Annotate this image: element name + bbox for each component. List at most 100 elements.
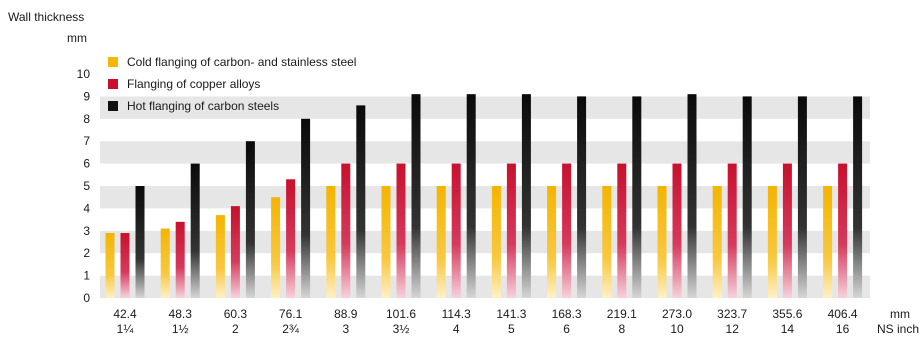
grid-band: [100, 163, 870, 186]
legend-label: Hot flanging of carbon steels: [127, 99, 279, 113]
x-tick-label-ns: 12: [726, 322, 740, 336]
bar: [326, 186, 336, 298]
x-tick-label-ns: 5: [508, 322, 515, 336]
y-tick-label: 6: [83, 157, 90, 171]
bar: [135, 186, 145, 298]
y-tick-label: 7: [83, 134, 90, 148]
x-tick-label-mm: 141.3: [496, 307, 526, 321]
bar: [105, 233, 115, 298]
y-tick-label: 9: [83, 89, 90, 103]
bar: [727, 163, 737, 298]
bar: [356, 105, 366, 298]
y-tick-label: 4: [83, 201, 90, 215]
bar: [120, 233, 130, 298]
bar: [562, 163, 572, 298]
bars: [105, 94, 863, 299]
x-tick-label-mm: 219.1: [607, 307, 637, 321]
grid-band: [100, 186, 870, 209]
x-tick-label-ns: 8: [618, 322, 625, 336]
bar: [160, 228, 170, 298]
bar: [742, 96, 752, 299]
y-axis-title: Wall thickness: [8, 10, 84, 24]
bar: [657, 186, 667, 298]
x-tick-label-mm: 88.9: [334, 307, 358, 321]
bar: [547, 186, 557, 298]
bar: [767, 186, 777, 298]
x-axis-unit-mm: mm: [890, 307, 910, 321]
grid-band: [100, 275, 870, 298]
grid-band: [100, 208, 870, 231]
y-tick-label: 1: [83, 269, 90, 283]
bar: [466, 94, 476, 298]
bar: [632, 96, 642, 299]
y-axis-unit: mm: [67, 31, 87, 45]
x-axis-unit-ns: NS inch: [877, 322, 919, 336]
x-tick-label-ns: 10: [670, 322, 684, 336]
bar: [451, 163, 461, 298]
x-tick-label-mm: 60.3: [224, 307, 248, 321]
grid-band: [100, 96, 870, 119]
bar: [602, 186, 612, 298]
legend: Cold flanging of carbon- and stainless s…: [108, 55, 356, 113]
legend-swatch: [108, 101, 118, 111]
bar: [823, 186, 833, 298]
y-tick-label: 3: [83, 224, 90, 238]
x-tick-label-ns: 1½: [172, 322, 189, 336]
x-tick-label-mm: 406.4: [828, 307, 858, 321]
bar: [436, 186, 446, 298]
bar: [175, 221, 185, 298]
bar: [301, 118, 311, 298]
bar: [411, 94, 421, 298]
bar: [617, 163, 627, 298]
legend-swatch: [108, 79, 118, 89]
legend-label: Flanging of copper alloys: [127, 77, 260, 91]
x-tick-label-ns: 4: [453, 322, 460, 336]
y-tick-label: 8: [83, 112, 90, 126]
y-tick-label: 2: [83, 246, 90, 260]
grid-band: [100, 253, 870, 276]
bar: [396, 163, 406, 298]
bar: [712, 186, 722, 298]
bar: [521, 94, 531, 298]
y-axis: Wall thickness mm 0 1 2 3 4 5 6 7 8 9 10: [8, 10, 90, 305]
bar: [245, 141, 255, 298]
y-tick-label: 5: [83, 179, 90, 193]
y-tick-label: 10: [77, 67, 91, 81]
grid-band: [100, 74, 870, 97]
bar: [782, 163, 792, 298]
x-tick-label-ns: 1¼: [117, 322, 135, 336]
x-tick-label-mm: 355.6: [772, 307, 802, 321]
bar: [491, 186, 501, 298]
x-tick-label-ns: 2: [232, 322, 239, 336]
x-tick-label-ns: 6: [563, 322, 570, 336]
bar: [230, 206, 240, 298]
bar: [853, 96, 863, 299]
bar: [215, 215, 225, 298]
x-tick-label-ns: 3½: [393, 322, 410, 336]
x-axis: mm NS inch 42.41¼ 48.31½ 60.32 76.12¾ 88.93 1…: [113, 307, 919, 336]
x-tick-label-ns: 14: [781, 322, 795, 336]
legend-swatch: [108, 57, 118, 67]
bar: [286, 179, 296, 298]
x-tick-label-mm: 323.7: [717, 307, 747, 321]
x-tick-label-mm: 114.3: [442, 307, 471, 321]
grid-band: [100, 141, 870, 164]
x-tick-label-mm: 101.6: [386, 307, 416, 321]
bar: [506, 163, 516, 298]
x-tick-label-mm: 48.3: [169, 307, 193, 321]
x-tick-label-mm: 42.4: [113, 307, 137, 321]
legend-label: Cold flanging of carbon- and stainless s…: [127, 55, 356, 69]
y-tick-label: 0: [83, 291, 90, 305]
bar: [190, 163, 200, 298]
bar: [381, 186, 391, 298]
grid-band: [100, 230, 870, 254]
bar: [672, 163, 682, 298]
x-tick-label-ns: 3: [342, 322, 349, 336]
grid-band: [100, 118, 870, 142]
x-tick-label-mm: 168.3: [552, 307, 582, 321]
bar: [341, 163, 351, 298]
bar: [838, 163, 848, 298]
x-tick-label-ns: 2¾: [282, 322, 300, 336]
x-tick-label-mm: 273.0: [662, 307, 692, 321]
